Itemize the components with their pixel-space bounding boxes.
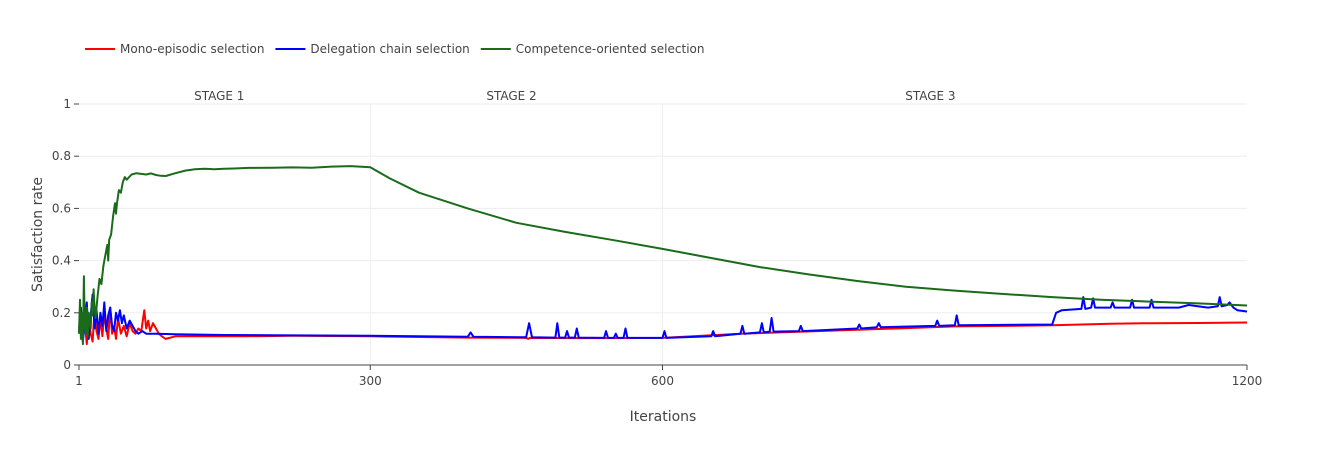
y-axis-title: Satisfaction rate [30, 177, 46, 292]
x-tick-label-3: 1200 [1232, 374, 1263, 388]
stage-label-3: STAGE 3 [905, 89, 955, 103]
series-lines [78, 165, 1248, 346]
gridlines [79, 103, 1247, 365]
x-tick-label-1: 300 [359, 374, 382, 388]
y-tick-label-4: 0.8 [52, 149, 71, 163]
legend-item-2[interactable]: Delegation chain selection [275, 42, 470, 56]
stage-annotations: STAGE 1 STAGE 2 STAGE 3 [194, 89, 955, 103]
stage-label-1: STAGE 1 [194, 89, 244, 103]
series-line-3 [78, 165, 1248, 346]
x-tick-label-0: 1 [75, 374, 83, 388]
y-axis-ticks: 0 0.2 0.4 0.6 0.8 1 [52, 97, 79, 372]
legend-item-3[interactable]: Competence-oriented selection [480, 42, 705, 56]
legend-item-1[interactable]: Mono-episodic selection [85, 42, 264, 56]
legend-label-1: Mono-episodic selection [120, 42, 264, 56]
legend-label-2: Delegation chain selection [310, 42, 469, 56]
stage-label-2: STAGE 2 [486, 89, 536, 103]
x-tick-label-2: 600 [651, 374, 674, 388]
y-tick-label-2: 0.4 [52, 254, 71, 268]
y-tick-label-3: 0.6 [52, 201, 71, 215]
y-tick-label-5: 1 [63, 97, 71, 111]
series-line-2 [78, 293, 1248, 343]
y-tick-label-0: 0 [63, 358, 71, 372]
legend-label-3: Competence-oriented selection [516, 42, 705, 56]
legend[interactable]: Mono-episodic selection Delegation chain … [85, 42, 704, 56]
y-tick-label-1: 0.2 [52, 306, 71, 320]
x-axis-title: Iterations [630, 409, 697, 425]
x-axis-ticks: 1 300 600 1200 [75, 365, 1262, 388]
